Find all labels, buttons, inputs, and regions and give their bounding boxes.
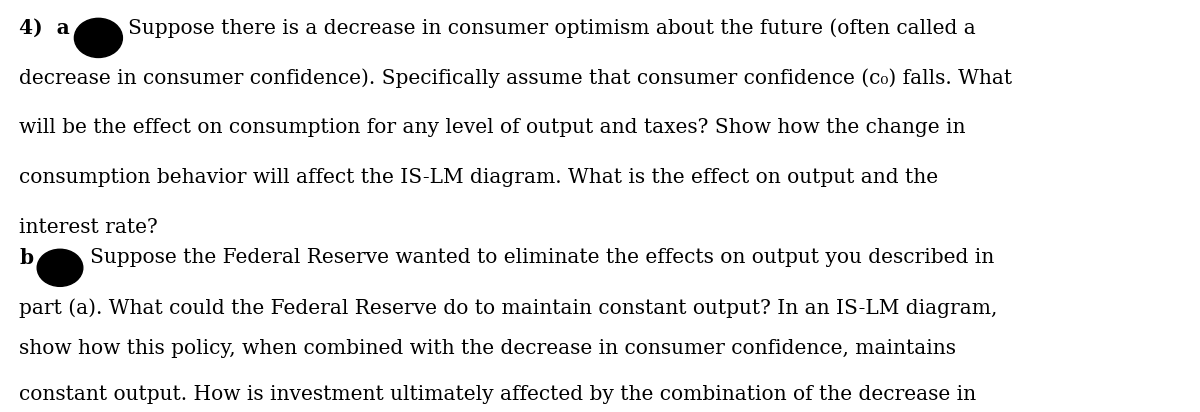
Text: decrease in consumer confidence). Specifically assume that consumer confidence (: decrease in consumer confidence). Specif… bbox=[19, 68, 1013, 88]
Text: part (a). What could the Federal Reserve do to maintain constant output? In an I: part (a). What could the Federal Reserve… bbox=[19, 298, 997, 318]
Text: interest rate?: interest rate? bbox=[19, 218, 158, 237]
Text: 4)  a: 4) a bbox=[19, 18, 70, 38]
Text: show how this policy, when combined with the decrease in consumer confidence, ma: show how this policy, when combined with… bbox=[19, 339, 956, 358]
Text: b: b bbox=[19, 248, 34, 268]
Text: consumption behavior will affect the IS-LM diagram. What is the effect on output: consumption behavior will affect the IS-… bbox=[19, 168, 938, 187]
Text: will be the effect on consumption for any level of output and taxes? Show how th: will be the effect on consumption for an… bbox=[19, 118, 966, 137]
Text: Suppose the Federal Reserve wanted to eliminate the effects on output you descri: Suppose the Federal Reserve wanted to el… bbox=[90, 248, 995, 267]
Text: constant output. How is investment ultimately affected by the combination of the: constant output. How is investment ultim… bbox=[19, 385, 977, 404]
Ellipse shape bbox=[74, 19, 122, 58]
Ellipse shape bbox=[37, 249, 83, 286]
Text: Suppose there is a decrease in consumer optimism about the future (often called : Suppose there is a decrease in consumer … bbox=[128, 18, 976, 38]
